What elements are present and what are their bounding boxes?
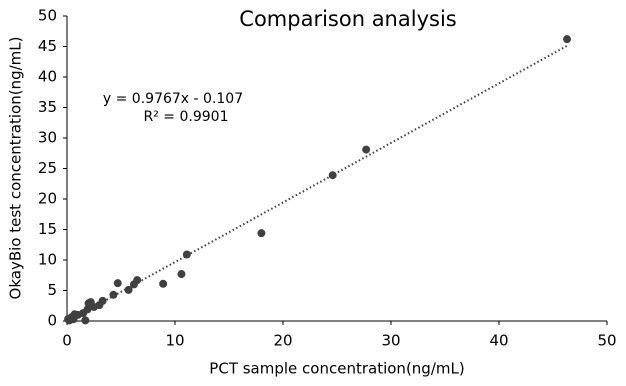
point bbox=[177, 270, 186, 279]
y-tick-label: 10 bbox=[38, 251, 57, 269]
point bbox=[257, 229, 266, 238]
point bbox=[328, 171, 337, 180]
y-tick-label: 40 bbox=[38, 68, 57, 86]
x-tick-label: 40 bbox=[489, 332, 508, 350]
r-squared: R² = 0.9901 bbox=[144, 109, 229, 125]
x-tick-label: 20 bbox=[273, 332, 292, 350]
y-axis-label: OkayBio test concentration(ng/mL) bbox=[7, 37, 25, 300]
trendline bbox=[67, 44, 568, 322]
point bbox=[563, 35, 572, 44]
point bbox=[69, 315, 78, 324]
y-tick-label: 45 bbox=[38, 37, 57, 55]
x-axis-label: PCT sample concentration(ng/mL) bbox=[209, 360, 464, 378]
point bbox=[182, 250, 191, 259]
point bbox=[129, 280, 138, 289]
point bbox=[113, 279, 122, 288]
y-tick-label: 30 bbox=[38, 129, 57, 147]
y-tick-label: 50 bbox=[38, 7, 57, 25]
y-tick-label: 35 bbox=[38, 98, 57, 116]
point bbox=[81, 316, 90, 325]
y-tick-label: 5 bbox=[47, 281, 57, 299]
point bbox=[109, 290, 118, 299]
y-tick-label: 15 bbox=[38, 220, 57, 238]
x-tick-label: 0 bbox=[62, 332, 72, 350]
y-tick-label: 25 bbox=[38, 159, 57, 177]
equation: y = 0.9767x - 0.107 bbox=[103, 91, 243, 107]
point bbox=[84, 299, 93, 308]
x-tick-label: 50 bbox=[597, 332, 616, 350]
point bbox=[124, 285, 133, 294]
y-tick-label: 0 bbox=[47, 312, 57, 330]
y-tick-label: 20 bbox=[38, 190, 57, 208]
point bbox=[159, 279, 168, 288]
chart-title: Comparison analysis bbox=[239, 7, 456, 31]
x-tick-label: 10 bbox=[165, 332, 184, 350]
x-tick-label: 30 bbox=[381, 332, 400, 350]
point bbox=[362, 145, 371, 154]
